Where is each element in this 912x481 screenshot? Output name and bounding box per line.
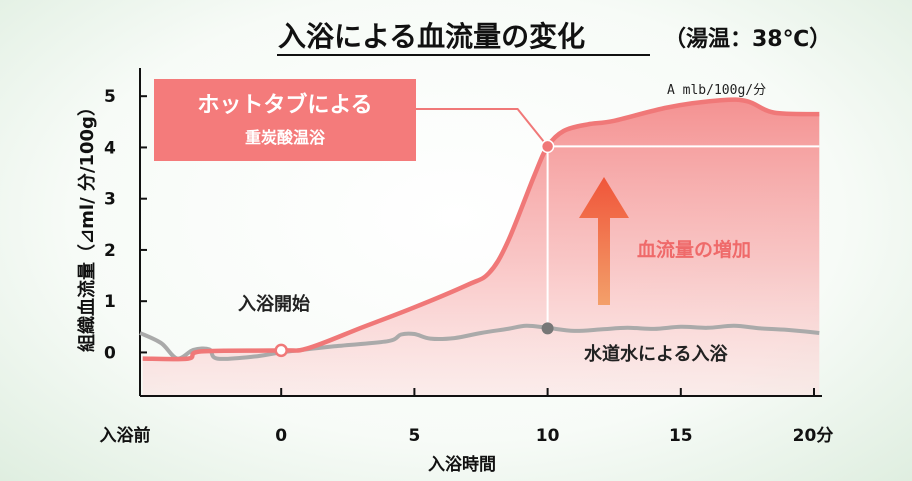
hot-tub-marker-10min [540, 139, 555, 154]
hot-tub-label-line1: ホットタブによる [197, 92, 372, 118]
y-tick-label: 2 [104, 241, 116, 261]
x-tick-label: 5 [408, 426, 420, 446]
chart-title: 入浴による血流量の変化 [278, 20, 585, 53]
bath-start-label: 入浴開始 [238, 293, 310, 315]
unit-note: A mlb/100g/分 [667, 83, 766, 98]
y-tick-label: 4 [104, 138, 116, 158]
label-leader-line [416, 108, 549, 148]
y-tick-label: 5 [104, 87, 116, 107]
chart-subtitle: （湯温：38℃） [664, 27, 831, 52]
x-tick-label: 20分 [793, 426, 834, 446]
x-tick-label: 入浴前 [100, 425, 151, 446]
hot-tub-area-fill [142, 99, 820, 396]
x-axis-label: 入浴時間 [428, 454, 496, 475]
bath-start-marker [274, 343, 288, 358]
y-axis-label: 組織血流量（⊿ml/ 分/100g） [76, 98, 98, 352]
axes-layer: 0 1 2 3 4 5 入浴前 0 5 10 15 20分 [100, 68, 834, 446]
y-tick-label: 0 [104, 343, 116, 363]
blood-flow-increase-label: 血流量の増加 [637, 238, 751, 261]
y-tick-label: 1 [104, 292, 116, 312]
x-tick-label: 10 [536, 426, 560, 446]
tap-water-bath-label: 水道水による入浴 [584, 343, 728, 365]
increase-arrow-icon [579, 177, 629, 305]
y-tick-label: 3 [104, 190, 116, 210]
tap-water-marker-10min [541, 322, 554, 335]
tap-water-series-line [139, 323, 820, 361]
x-tick-label: 15 [669, 426, 693, 446]
hot-tub-label-line2: 重炭酸温浴 [245, 128, 326, 147]
hot-tub-label-box [154, 79, 416, 161]
x-tick-label: 0 [275, 426, 287, 446]
annotation-layer [274, 108, 820, 358]
area-layer [142, 99, 820, 396]
